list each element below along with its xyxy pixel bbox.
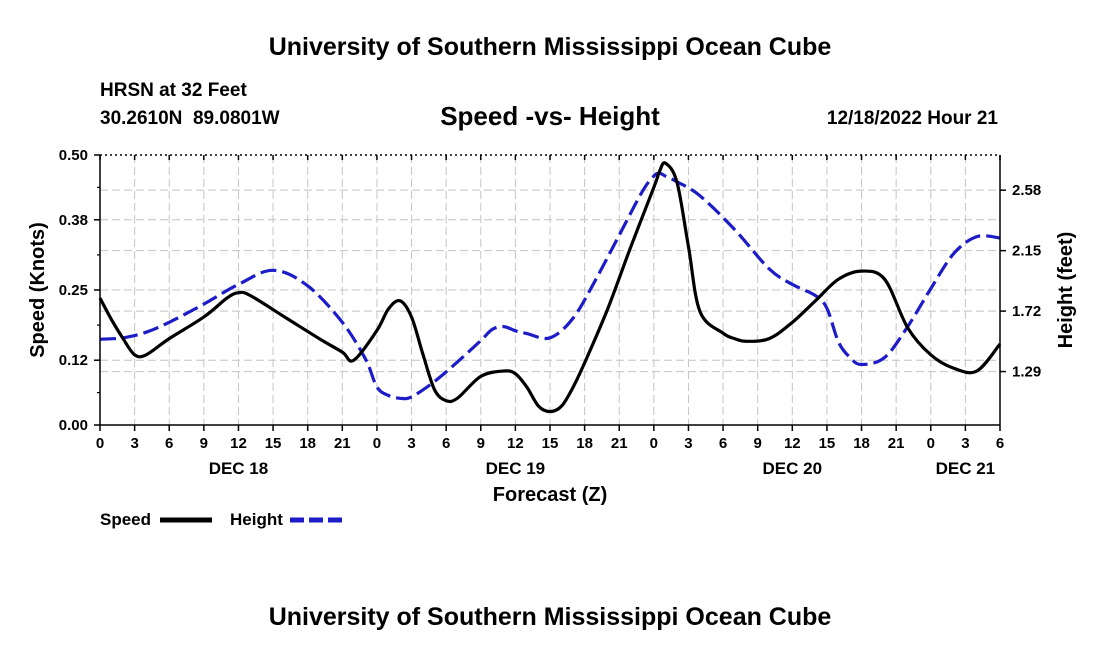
x-tick-label: 6	[719, 435, 727, 452]
y-left-tick-label: 0.12	[59, 352, 88, 369]
x-tick-label: 12	[507, 435, 524, 452]
legend-height-label: Height	[230, 510, 283, 529]
coordinates-label: 30.2610N 89.0801W	[100, 108, 280, 129]
x-tick-label: 0	[373, 435, 381, 452]
y-axis-left-title: Speed (Knots)	[27, 222, 49, 358]
y-left-tick-label: 0.25	[59, 282, 88, 299]
x-tick-label: 6	[165, 435, 173, 452]
x-tick-label: 0	[96, 435, 104, 452]
x-tick-label: 6	[996, 435, 1004, 452]
x-tick-label: 15	[819, 435, 836, 452]
day-label: DEC 19	[486, 459, 546, 478]
x-tick-label: 3	[961, 435, 969, 452]
y-right-tick-label: 1.29	[1012, 364, 1041, 381]
x-tick-label: 21	[611, 435, 628, 452]
x-tick-label: 18	[576, 435, 593, 452]
x-tick-label: 0	[650, 435, 658, 452]
day-label: DEC 21	[936, 459, 996, 478]
x-tick-label: 0	[927, 435, 935, 452]
x-tick-label: 15	[542, 435, 559, 452]
x-tick-label: 15	[265, 435, 282, 452]
x-tick-label: 9	[754, 435, 762, 452]
x-tick-label: 3	[407, 435, 415, 452]
x-tick-label: 21	[334, 435, 351, 452]
x-axis-title: Forecast (Z)	[493, 484, 607, 506]
axis-ticks	[94, 154, 1006, 431]
footer-title: University of Southern Mississippi Ocean…	[269, 603, 832, 631]
x-tick-label: 12	[784, 435, 801, 452]
page-title: University of Southern Mississippi Ocean…	[269, 33, 832, 61]
y-left-tick-label: 0.00	[59, 417, 88, 434]
station-label: HRSN at 32 Feet	[100, 80, 247, 101]
speed-series-line	[98, 161, 1002, 414]
y-axis-right-title: Height (feet)	[1055, 232, 1077, 349]
datetime-label: 12/18/2022 Hour 21	[827, 108, 999, 129]
grid	[100, 155, 1000, 425]
series-group	[98, 161, 1002, 414]
x-tick-label: 3	[130, 435, 138, 452]
y-left-tick-label: 0.50	[59, 147, 88, 164]
y-right-tick-label: 2.15	[1012, 243, 1041, 260]
x-tick-label: 18	[853, 435, 870, 452]
x-tick-label: 3	[684, 435, 692, 452]
tick-labels: 0 3 6 9 12 15 18 21 0 3 6 9 12 15 18 21 0 3 6 9 12 15 18 21 0 3 6D…	[59, 147, 1041, 478]
x-tick-label: 9	[477, 435, 485, 452]
x-tick-label: 18	[299, 435, 316, 452]
x-tick-label: 6	[442, 435, 450, 452]
legend-speed-label: Speed	[100, 510, 151, 529]
legend: Speed Height	[100, 510, 342, 529]
chart-title: Speed -vs- Height	[440, 101, 660, 131]
y-right-tick-label: 1.72	[1012, 303, 1041, 320]
x-tick-label: 21	[888, 435, 905, 452]
day-label: DEC 20	[763, 459, 823, 478]
y-right-tick-label: 2.58	[1012, 182, 1041, 199]
y-left-tick-label: 0.38	[59, 212, 88, 229]
day-label: DEC 18	[209, 459, 269, 478]
x-tick-label: 12	[230, 435, 247, 452]
x-tick-label: 9	[200, 435, 208, 452]
height-series-line	[99, 171, 1001, 401]
